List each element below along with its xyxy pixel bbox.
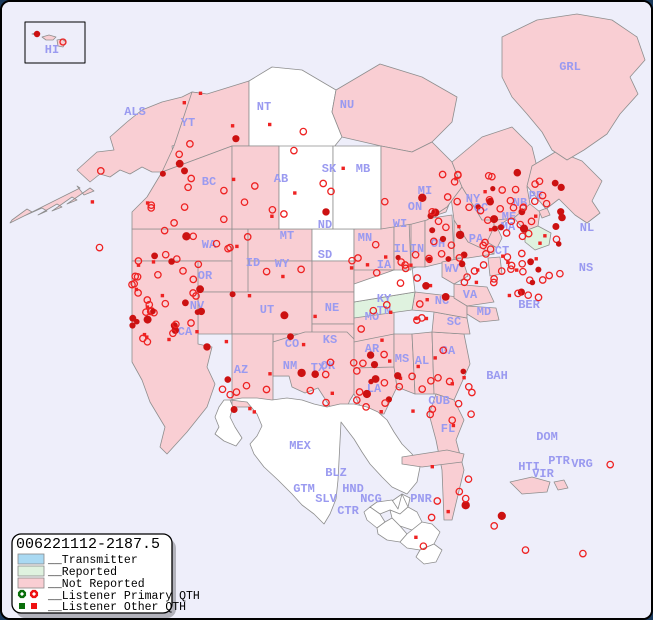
- svg-text:GTM: GTM: [293, 482, 315, 496]
- svg-text:BLZ: BLZ: [325, 466, 347, 480]
- svg-text:SD: SD: [318, 248, 332, 262]
- svg-text:AZ: AZ: [234, 363, 248, 377]
- svg-text:006221112-2187.5: 006221112-2187.5: [16, 536, 160, 553]
- svg-text:ID: ID: [246, 256, 260, 270]
- svg-text:ALS: ALS: [124, 105, 146, 119]
- svg-text:MB: MB: [356, 162, 370, 176]
- svg-text:WA: WA: [202, 238, 217, 252]
- svg-text:DOM: DOM: [536, 430, 558, 444]
- svg-text:GA: GA: [441, 344, 456, 358]
- svg-text:MN: MN: [358, 231, 372, 245]
- svg-text:CA: CA: [178, 325, 193, 339]
- svg-text:MT: MT: [280, 229, 294, 243]
- svg-text:BAH: BAH: [486, 369, 508, 383]
- svg-text:NL: NL: [580, 221, 594, 235]
- svg-text:PE: PE: [529, 189, 543, 203]
- svg-text:NU: NU: [340, 98, 354, 112]
- svg-text:NCG: NCG: [360, 492, 382, 506]
- svg-text:OR: OR: [198, 269, 213, 283]
- svg-text:NM: NM: [283, 359, 297, 373]
- svg-text:SC: SC: [447, 315, 461, 329]
- svg-text:KS: KS: [323, 333, 337, 347]
- svg-text:VA: VA: [463, 288, 478, 302]
- svg-text:WY: WY: [275, 257, 290, 271]
- svg-text:NE: NE: [325, 301, 339, 315]
- svg-text:VRG: VRG: [571, 457, 593, 471]
- svg-text:PTR: PTR: [548, 454, 570, 468]
- svg-text:WI: WI: [393, 217, 407, 231]
- svg-text:YT: YT: [181, 116, 195, 130]
- svg-text:PNR: PNR: [410, 492, 432, 506]
- svg-text:ND: ND: [318, 218, 332, 232]
- svg-text:__Listener Other QTH: __Listener Other QTH: [47, 601, 186, 614]
- svg-text:NS: NS: [579, 261, 593, 275]
- svg-text:GRL: GRL: [559, 60, 581, 74]
- svg-text:HI: HI: [45, 43, 59, 57]
- svg-text:WV: WV: [445, 262, 460, 276]
- svg-text:UT: UT: [260, 303, 274, 317]
- svg-text:MD: MD: [477, 305, 491, 319]
- svg-text:VIR: VIR: [532, 467, 554, 481]
- svg-text:NT: NT: [257, 100, 271, 114]
- svg-text:SK: SK: [322, 162, 337, 176]
- svg-text:MS: MS: [395, 352, 409, 366]
- svg-text:SLV: SLV: [315, 492, 337, 506]
- svg-text:CTR: CTR: [337, 504, 359, 518]
- svg-text:ON: ON: [408, 200, 422, 214]
- svg-text:IL: IL: [394, 242, 408, 256]
- svg-text:MEX: MEX: [289, 439, 311, 453]
- svg-text:BC: BC: [202, 175, 216, 189]
- svg-text:AB: AB: [274, 172, 288, 186]
